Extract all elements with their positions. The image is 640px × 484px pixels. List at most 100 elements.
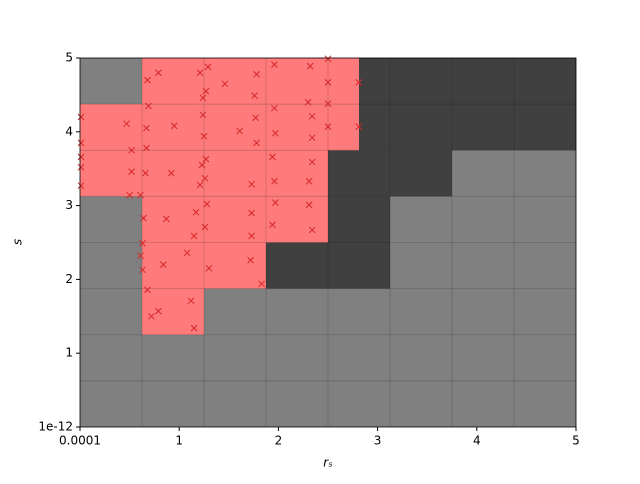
y-tick-label: 1: [65, 346, 73, 360]
point: [139, 239, 146, 247]
point-stroke: [199, 94, 207, 102]
point: [258, 280, 265, 288]
point-stroke: [236, 127, 244, 135]
region: [265, 242, 390, 289]
point-stroke: [308, 226, 316, 234]
point-stroke: [159, 261, 167, 268]
y-tick-label: 2: [65, 272, 73, 286]
point-stroke: [77, 113, 85, 121]
point: [139, 266, 146, 274]
point-stroke: [204, 63, 212, 71]
point: [271, 61, 278, 68]
point: [251, 92, 258, 99]
region: [80, 150, 328, 197]
point: [128, 146, 135, 154]
point-stroke: [247, 256, 254, 264]
point-stroke: [140, 214, 147, 222]
y-tick-label: 4: [65, 124, 73, 138]
y-axis-label: s: [11, 239, 25, 245]
point-stroke: [272, 199, 279, 207]
y-tick-label: 3: [65, 198, 73, 212]
point: [247, 256, 254, 264]
point-stroke: [170, 122, 178, 130]
point-stroke: [145, 102, 152, 110]
point: [198, 161, 206, 169]
point: [140, 214, 147, 222]
point: [308, 158, 316, 166]
point-stroke: [77, 182, 85, 190]
point: [199, 94, 207, 102]
point-stroke: [253, 139, 260, 147]
point: [324, 55, 332, 63]
point-stroke: [196, 181, 204, 189]
point: [304, 98, 312, 106]
point: [248, 232, 255, 240]
point: [199, 111, 207, 119]
point: [308, 226, 316, 234]
point: [142, 169, 149, 177]
point: [201, 223, 209, 231]
point-stroke: [183, 249, 191, 257]
point: [308, 134, 316, 142]
point-stroke: [248, 232, 255, 240]
point: [200, 132, 208, 140]
point: [196, 181, 204, 189]
x-tick-label: 1: [175, 434, 183, 448]
point: [202, 87, 210, 95]
point-stroke: [271, 104, 278, 112]
point: [221, 80, 229, 88]
point-stroke: [155, 69, 162, 77]
x-tick-label: 5: [572, 434, 580, 448]
point-stroke: [198, 161, 206, 169]
point-stroke: [304, 98, 312, 106]
point: [252, 114, 259, 122]
point-stroke: [144, 286, 151, 294]
point: [355, 123, 363, 130]
point: [145, 102, 152, 110]
point: [202, 155, 210, 163]
point-stroke: [308, 112, 316, 120]
point: [203, 200, 211, 208]
point-stroke: [305, 201, 313, 209]
point-stroke: [137, 252, 144, 260]
point-stroke: [271, 61, 278, 68]
point: [183, 249, 191, 257]
point: [205, 264, 213, 272]
point-stroke: [148, 312, 155, 320]
point: [308, 112, 316, 120]
point-stroke: [271, 177, 278, 185]
point: [137, 191, 144, 199]
point: [190, 324, 198, 332]
point-stroke: [139, 266, 146, 274]
point-stroke: [144, 76, 151, 84]
point-stroke: [123, 120, 130, 128]
point-stroke: [190, 232, 198, 240]
point: [155, 69, 162, 77]
point: [192, 208, 200, 216]
y-tick-label: 5: [65, 51, 73, 65]
point-stroke: [167, 169, 175, 177]
point: [148, 312, 155, 320]
point-stroke: [77, 139, 85, 147]
point: [253, 139, 260, 147]
point-stroke: [324, 123, 332, 130]
point-stroke: [128, 146, 135, 154]
point: [306, 62, 314, 70]
point: [77, 113, 85, 121]
point: [271, 177, 278, 185]
point-stroke: [137, 191, 144, 199]
point: [248, 209, 255, 217]
region: [327, 196, 390, 243]
point: [272, 129, 279, 137]
point-stroke: [187, 297, 195, 305]
point: [324, 100, 332, 108]
axes-frame: [79, 57, 577, 428]
point: [144, 286, 151, 294]
point-stroke: [201, 174, 209, 182]
point-stroke: [126, 191, 133, 199]
x-tick-label: 2: [275, 434, 283, 448]
point-stroke: [272, 129, 279, 137]
point: [155, 307, 162, 315]
